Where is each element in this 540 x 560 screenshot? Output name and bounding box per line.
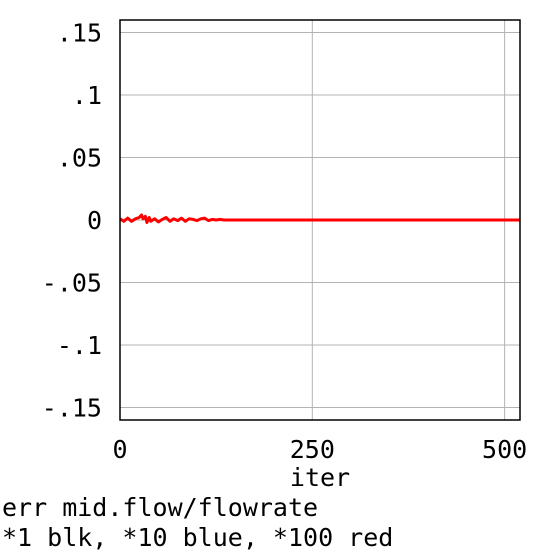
y-tick-label: -.05	[42, 269, 102, 298]
series-line-1	[119, 213, 520, 224]
y-tick-label: 0	[87, 206, 102, 235]
y-tick-label: .05	[57, 144, 102, 173]
y-tick-label: -.1	[57, 331, 102, 360]
y-tick-label: .1	[72, 81, 102, 110]
y-tick-label: .15	[57, 19, 102, 48]
series-layer	[119, 213, 520, 224]
caption-line-2: *1 blk, *10 blue, *100 red	[2, 523, 393, 552]
caption-line-1: err mid.flow/flowrate	[2, 493, 318, 522]
x-tick-labels: 0 250 500	[112, 435, 527, 464]
x-axis-label: iter	[290, 463, 350, 492]
x-tick-label: 0	[112, 435, 127, 464]
plot-frame	[119, 19, 521, 421]
x-tick-label: 250	[290, 435, 335, 464]
y-tick-label: -.15	[42, 394, 102, 423]
x-tick-label: 500	[482, 435, 527, 464]
y-tick-labels: .15 .1 .05 0 -.05 -.1 -.15	[42, 19, 102, 423]
